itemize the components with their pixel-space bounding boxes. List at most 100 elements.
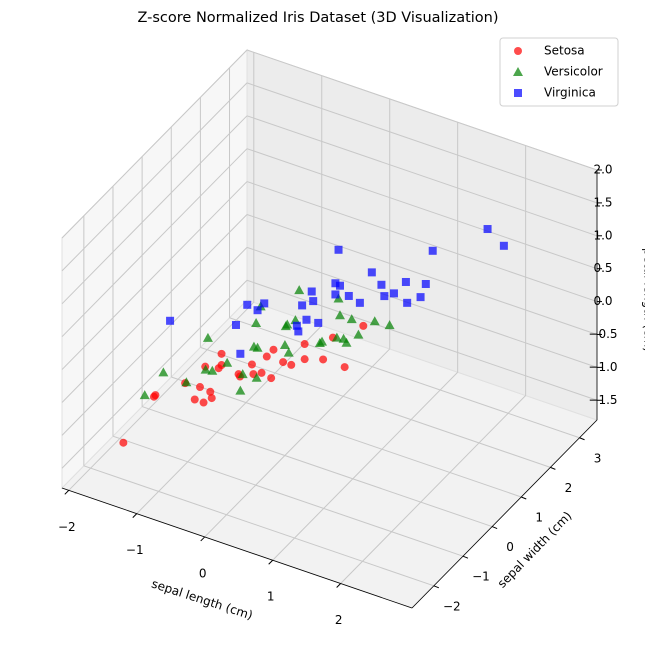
grid-line (340, 395, 526, 584)
tick-mark (521, 496, 527, 500)
data-point (377, 280, 386, 289)
grid-line (272, 371, 459, 561)
y-tick-label: 1 (535, 510, 543, 524)
data-point (294, 327, 303, 336)
data-point (158, 367, 169, 377)
legend-marker (514, 89, 522, 97)
grid-line (136, 325, 323, 514)
grid-line (61, 279, 248, 469)
legend-box (499, 37, 619, 107)
data-point (300, 355, 309, 364)
data-point (149, 392, 158, 401)
grid-line (229, 317, 580, 439)
y-tick-label: −1 (472, 570, 490, 584)
tick-mark (132, 513, 138, 518)
data-point (237, 369, 248, 379)
data-point (307, 287, 316, 296)
data-point (389, 289, 398, 298)
data-point (207, 394, 216, 403)
x-tick-label: 2 (335, 613, 343, 627)
grid-line (61, 82, 248, 272)
y-tick-label: 2 (565, 481, 573, 495)
data-point (287, 360, 296, 369)
x-tick-label: 1 (267, 590, 275, 604)
grid-line (246, 246, 598, 368)
data-point (416, 293, 425, 302)
data-point (335, 281, 344, 290)
x-tick-label: −2 (58, 520, 76, 534)
tick-mark (462, 555, 469, 559)
data-point (190, 395, 199, 404)
grid-line (204, 348, 391, 538)
data-point (166, 316, 175, 325)
tick-mark (579, 437, 585, 441)
data-point (206, 387, 215, 396)
data-point (314, 337, 325, 347)
x-axis-label: sepal length (cm) (150, 577, 255, 623)
grid-line (246, 279, 598, 401)
data-point (483, 225, 492, 234)
data-point (260, 299, 269, 308)
data-point (231, 320, 240, 329)
data-point (341, 337, 352, 347)
data-point (247, 360, 256, 369)
data-point (369, 316, 380, 326)
data-point (314, 318, 323, 327)
data-point (403, 298, 412, 307)
z-tick-label: −1.5 (588, 393, 617, 407)
grid-line (141, 406, 493, 528)
z-tick-label: −1.0 (588, 360, 617, 374)
grid-line (246, 148, 598, 270)
data-point (235, 385, 246, 395)
x-tick-label: 0 (199, 566, 207, 580)
grid-line (246, 82, 598, 204)
data-point (195, 383, 204, 392)
z-tick-label: 0.5 (593, 261, 612, 275)
data-point (217, 349, 226, 358)
data-point (251, 317, 262, 327)
data-point (380, 292, 389, 301)
tick-mark (433, 585, 440, 589)
data-point (253, 306, 262, 315)
data-point (340, 363, 349, 372)
data-point (302, 315, 311, 324)
chart-title: Z-score Normalized Iris Dataset (3D Visu… (137, 10, 498, 26)
legend-label: Versicolor (544, 65, 603, 79)
grid-line (200, 346, 551, 468)
data-point (355, 298, 364, 307)
data-point (359, 321, 368, 330)
grid-line (61, 247, 248, 436)
axis-line (61, 487, 413, 609)
data-point (279, 340, 290, 350)
legend-marker (513, 67, 523, 76)
data-point (282, 319, 293, 329)
grid-line (83, 465, 435, 587)
tick-mark (200, 536, 206, 542)
data-point (499, 241, 508, 250)
data-point (294, 285, 305, 295)
data-point (119, 438, 128, 447)
data-point (309, 297, 318, 306)
data-point (428, 246, 437, 255)
data-point (279, 358, 288, 367)
z-axis-label: petal length (cm) (642, 248, 645, 352)
data-point (334, 310, 345, 320)
data-point (292, 321, 301, 330)
z-tick-label: 1.5 (593, 195, 612, 209)
y-tick-label: 0 (506, 540, 514, 554)
grid-line (246, 214, 598, 335)
grid-line (61, 148, 248, 338)
data-point (222, 357, 233, 367)
data-point (319, 355, 328, 364)
grid-line (61, 49, 248, 239)
data-point (257, 368, 266, 377)
legend-label: Setosa (544, 44, 585, 58)
data-point (139, 390, 150, 400)
grid-line (246, 115, 598, 237)
data-point (421, 279, 430, 288)
data-point (353, 329, 364, 339)
z-tick-label: 2.0 (593, 163, 612, 177)
z-tick-label: −0.5 (588, 327, 617, 341)
data-point (200, 364, 211, 374)
